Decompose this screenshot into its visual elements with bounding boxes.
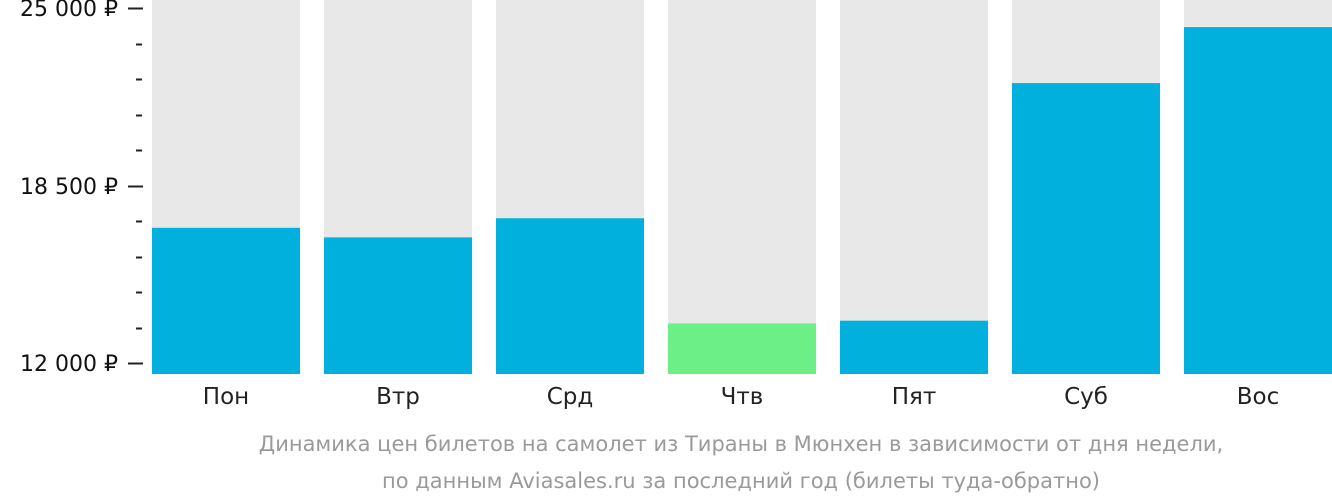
- price-by-weekday-chart: 25 000 ₽ 18 500 ₽ 12 000 ₽ Пон Втр Срд Чтв Пят…: [20, 0, 1332, 410]
- x-tick-label: Пят: [892, 384, 937, 410]
- bar-1: [152, 227, 300, 374]
- x-tick-label: Вос: [1237, 384, 1280, 410]
- x-axis-labels: Пон Втр Срд Чтв Пят Суб Вос: [203, 384, 1279, 410]
- bar-7: [1184, 27, 1332, 374]
- y-tick-label: 12 000 ₽: [20, 352, 118, 377]
- chart-caption-line-1: Динамика цен билетов на самолет из Тиран…: [258, 432, 1224, 456]
- bar-2: [324, 237, 472, 374]
- bar-5: [840, 320, 988, 374]
- x-tick-label: Срд: [547, 384, 594, 410]
- bar-background: [840, 0, 988, 374]
- chart-caption-line-2: по данным Aviasales.ru за последний год …: [382, 469, 1100, 493]
- x-tick-label: Чтв: [721, 384, 764, 410]
- y-axis: 25 000 ₽ 18 500 ₽ 12 000 ₽: [20, 0, 143, 377]
- bars: [152, 27, 1332, 374]
- bar-6: [1012, 83, 1160, 374]
- bar-4: [668, 323, 816, 374]
- bar-3: [496, 218, 644, 374]
- x-tick-label: Суб: [1064, 384, 1108, 410]
- y-tick-label: 25 000 ₽: [20, 0, 118, 22]
- bar-background: [668, 0, 816, 374]
- y-tick-label: 18 500 ₽: [20, 175, 118, 200]
- x-tick-label: Пон: [203, 384, 249, 410]
- x-tick-label: Втр: [376, 384, 420, 410]
